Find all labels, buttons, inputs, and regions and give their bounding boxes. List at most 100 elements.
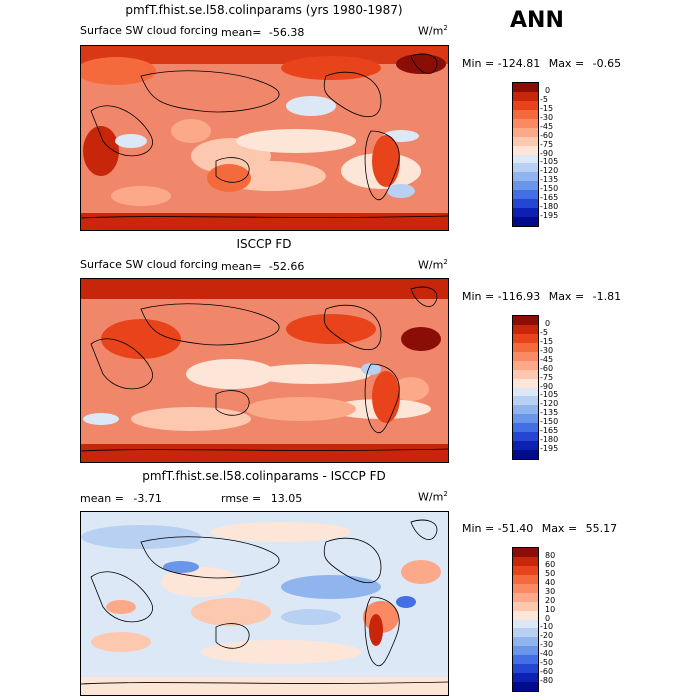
colorbar-swatch [513,628,538,638]
panel-2-min-label: Min = [462,290,495,303]
colorbar-tick-label: -150 [540,184,559,194]
colorbar-swatch [513,145,538,155]
colorbar-tick-label: -105 [540,157,559,167]
colorbar-swatch [513,565,538,575]
panel-2-variable: Surface SW cloud forcing [80,258,218,271]
panel-3-minmax: Min = -51.40 Max = 55.17 [462,522,617,535]
panel-2-units-exp: 2 [443,258,448,266]
colorbar-swatch [513,450,538,459]
colorbar-swatch [513,387,538,397]
panel-1-title: pmfT.fhist.se.l58.colinparams (yrs 1980-… [125,3,403,17]
colorbar-swatch [513,682,538,691]
colorbar-swatch [513,100,538,110]
colorbar-swatch [513,190,538,200]
colorbar-swatch [513,163,538,173]
colorbar-swatch [513,592,538,602]
panel-1-units-exp: 2 [443,24,448,32]
colorbar-tick-label: 0 [545,318,551,328]
panel-2-title: ISCCP FD [236,237,292,251]
colorbar-tick-label: -40 [540,649,554,659]
colorbar-swatch [513,610,538,620]
colorbar-swatch [513,217,538,226]
panel-2-mean-value: -52.66 [268,260,305,273]
colorbar-swatch [513,396,538,406]
panel-3-max-label: Max = [541,522,578,535]
colorbar-tick-label: -90 [540,381,554,391]
panel-3-units: W/m2 [418,490,448,504]
panel-1-colorbar [512,82,539,227]
colorbar-tick-label: 50 [545,568,556,578]
colorbar-swatch [513,181,538,191]
colorbar-tick-label: -75 [540,372,554,382]
panel-2-colorbar [512,315,539,460]
colorbar-swatch [513,109,538,119]
colorbar-tick-label: -90 [540,148,554,158]
panel-3-map-svg [81,512,448,695]
colorbar-tick-label: -180 [540,202,559,212]
colorbar-swatch [513,199,538,209]
colorbar-tick-label: -150 [540,417,559,427]
colorbar-swatch [513,655,538,665]
colorbar-tick-label: -135 [540,408,559,418]
panel-2-mean-label: mean= [221,260,262,273]
colorbar-tick-label: -60 [540,363,554,373]
panel-1-max-value: -0.65 [592,57,622,70]
panel-2-min-value: -116.93 [497,290,541,303]
panel-3-rmse-label: rmse = [221,492,262,505]
colorbar-swatch [513,83,538,92]
colorbar-swatch [513,548,538,557]
colorbar-tick-label: -60 [540,130,554,140]
colorbar-swatch [513,432,538,442]
colorbar-swatch [513,127,538,137]
colorbar-tick-label: -195 [540,444,559,454]
colorbar-swatch [513,664,538,674]
colorbar-tick-label: -120 [540,166,559,176]
colorbar-tick-label: -30 [540,640,554,650]
panel-2-units: W/m2 [418,258,448,272]
colorbar-swatch [513,342,538,352]
panel-1-units-base: W/m [418,24,444,38]
panel-2-units-base: W/m [418,258,444,272]
colorbar-tick-label: -165 [540,426,559,436]
colorbar-tick-label: 10 [545,604,556,614]
panel-2-max-label: Max = [548,290,585,303]
panel-1-minmax: Min = -124.81 Max = -0.65 [462,57,621,70]
colorbar-tick-label: -30 [540,345,554,355]
colorbar-swatch [513,91,538,101]
panel-3-map [80,511,449,696]
colorbar-swatch [513,369,538,379]
colorbar-swatch [513,574,538,584]
colorbar-tick-label: -45 [540,121,554,131]
colorbar-tick-label: -195 [540,211,559,221]
colorbar-swatch [513,324,538,334]
panel-2-mean: mean= -52.66 [221,260,304,273]
colorbar-swatch [513,136,538,146]
colorbar-tick-label: -60 [540,667,554,677]
colorbar-swatch [513,172,538,182]
panel-3-mean-label: mean = [80,492,124,505]
colorbar-swatch [513,316,538,325]
colorbar-swatch [513,637,538,647]
colorbar-tick-label: -50 [540,658,554,668]
colorbar-swatch [513,378,538,388]
colorbar-swatch [513,601,538,611]
panel-1-units: W/m2 [418,24,448,38]
colorbar-tick-label: 40 [545,577,556,587]
panel-2-map [80,278,449,463]
colorbar-swatch [513,556,538,566]
colorbar-swatch [513,118,538,128]
colorbar-tick-label: 0 [545,613,551,623]
panel-1-variable: Surface SW cloud forcing [80,24,218,37]
panel-3-rmse: rmse = 13.05 [221,492,302,505]
colorbar-tick-label: -75 [540,139,554,149]
colorbar-swatch [513,423,538,433]
colorbar-tick-label: 20 [545,595,556,605]
colorbar-tick-label: -15 [540,103,554,113]
colorbar-tick-label: -5 [540,327,548,337]
panel-3-mean: mean = -3.71 [80,492,162,505]
colorbar-tick-label: -20 [540,631,554,641]
panel-1-mean-value: -56.38 [268,26,305,39]
panel-2-map-svg [81,279,448,462]
colorbar-swatch [513,360,538,370]
panel-3-max-value: 55.17 [585,522,618,535]
